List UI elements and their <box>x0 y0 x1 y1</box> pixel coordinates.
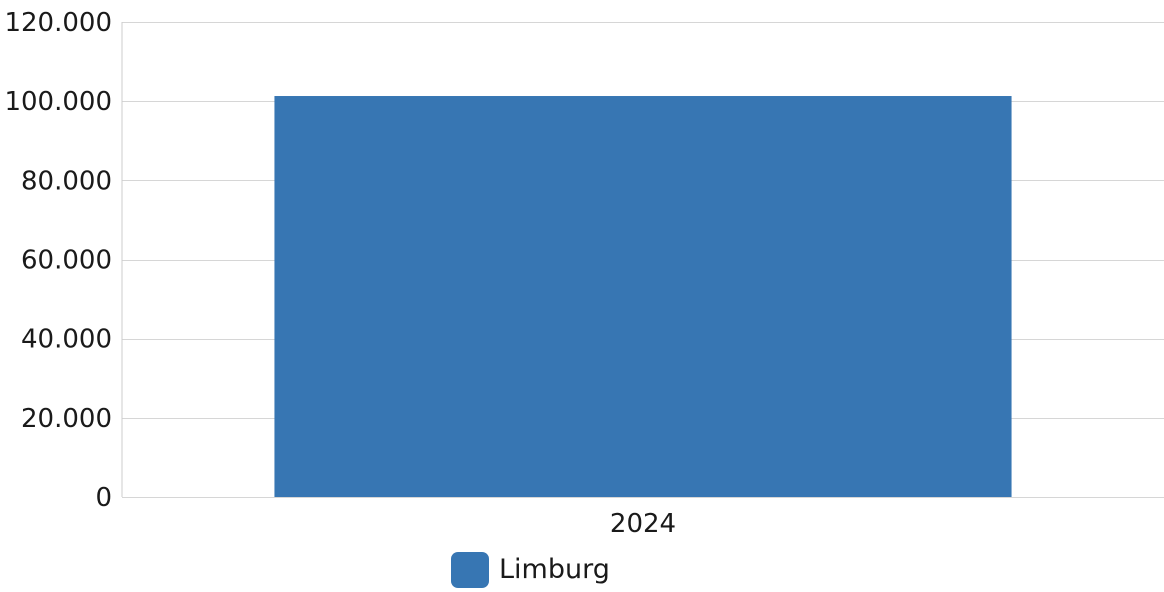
legend-swatch <box>451 552 489 588</box>
y-axis: 0 20.000 40.000 60.000 80.000 100.000 120.000 <box>4 8 123 513</box>
legend: Limburg <box>451 552 610 588</box>
y-tick-label: 60.000 <box>21 246 112 276</box>
legend-label-limburg: Limburg <box>499 554 610 585</box>
y-tick-label: 100.000 <box>4 87 112 117</box>
x-axis: 2024 <box>610 509 676 539</box>
bar-limburg-2024[interactable] <box>274 96 1012 497</box>
y-tick-label: 120.000 <box>4 8 112 38</box>
x-tick-label: 2024 <box>610 509 676 539</box>
bars <box>274 96 1012 497</box>
y-tick-label: 0 <box>95 483 112 513</box>
y-tick-label: 20.000 <box>21 404 112 434</box>
y-tick-label: 80.000 <box>21 166 112 196</box>
y-tick-label: 40.000 <box>21 325 112 355</box>
